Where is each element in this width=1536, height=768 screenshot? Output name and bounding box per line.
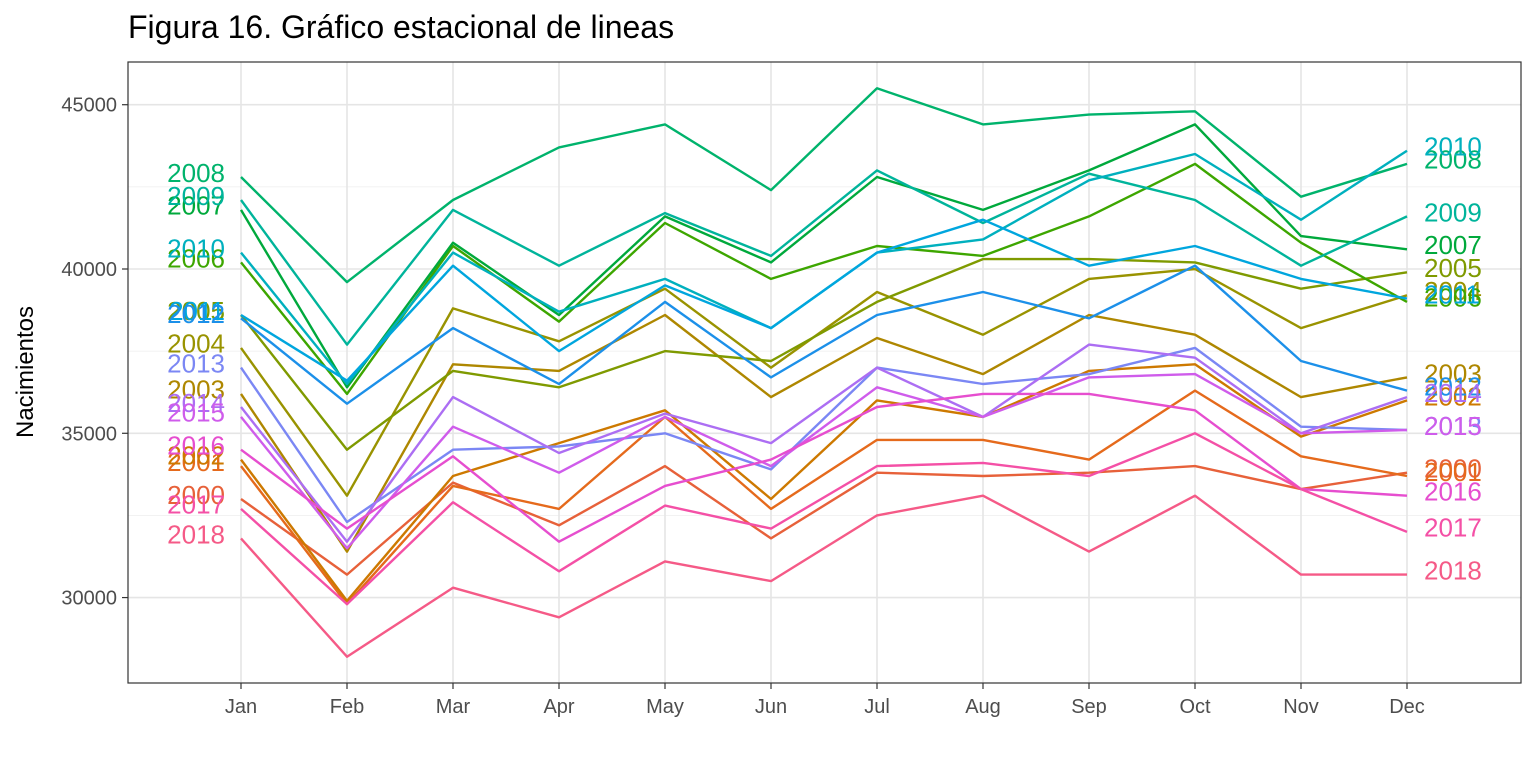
series-label-left-2011: 2011 (169, 296, 225, 326)
series-label-left-2013: 2013 (167, 348, 225, 378)
series-line-2002 (240, 363, 1408, 603)
series-line-2018 (240, 494, 1407, 658)
series-line-2010 (240, 149, 1408, 386)
x-tick-label: Jul (864, 696, 890, 718)
x-tick-label: Sep (1071, 696, 1107, 718)
series-label-left-2010: 2010 (167, 233, 225, 263)
series-label-left-2018: 2018 (167, 519, 225, 549)
axes: 30000 35000 40000 45000 Jan Feb Mar Apr May Jun Ju… (61, 95, 1424, 718)
series-label-right-2016: 2016 (1424, 477, 1482, 507)
series-line-2016 (240, 392, 1408, 543)
series-label-left-2009: 2009 (167, 181, 225, 211)
x-tick-label: Nov (1283, 696, 1319, 718)
series-line-2009 (240, 169, 1408, 346)
series-label-right-2012: 2012 (1424, 371, 1482, 401)
series-label-left-2017: 2017 (167, 490, 225, 520)
series-label-right-2009: 2009 (1424, 197, 1482, 227)
series-label-right-2007: 2007 (1424, 230, 1482, 260)
series-label-right-2014: 2014 (1424, 378, 1482, 408)
x-tick-label: Apr (543, 696, 574, 718)
series-line-2001 (240, 389, 1408, 606)
x-tick-label: Jun (755, 696, 787, 718)
series-line-2013 (240, 346, 1408, 524)
series-lines (239, 87, 1408, 658)
x-tick-label: Mar (436, 696, 471, 718)
series-label-left-2005: 2005 (167, 296, 225, 326)
series-label-left-2007: 2007 (167, 191, 225, 221)
series-label-right-2001: 2001 (1424, 457, 1482, 487)
y-tick-label: 40000 (61, 259, 117, 281)
series-label-left-2015: 2015 (167, 398, 225, 428)
series-label-left-2004: 2004 (167, 329, 225, 359)
x-tick-label: May (646, 696, 684, 718)
series-label-left-2002: 2002 (167, 440, 225, 470)
series-line-2008 (240, 87, 1408, 284)
series-line-2003 (240, 313, 1408, 553)
series-label-right-2005: 2005 (1424, 253, 1482, 283)
series-label-left-2003: 2003 (167, 375, 225, 405)
series-label-right-2002: 2002 (1424, 381, 1482, 411)
series-line-2007 (239, 123, 1408, 389)
series-label-right-2004: 2004 (1424, 276, 1482, 306)
series-label-left-2016: 2016 (167, 431, 225, 461)
series-line-2015 (240, 372, 1408, 550)
series-line-2011 (240, 218, 1408, 382)
series-label-left-2014: 2014 (167, 388, 225, 418)
series-line-2006 (240, 162, 1408, 396)
series-label-left-2012: 2012 (167, 299, 225, 329)
series-label-left-2006: 2006 (167, 243, 225, 273)
x-tick-label: Feb (330, 696, 364, 718)
series-label-right-2000: 2000 (1424, 454, 1482, 484)
series-line-2017 (240, 432, 1408, 606)
series-label-right-2003: 2003 (1424, 358, 1482, 388)
series-label-right-2008: 2008 (1424, 145, 1482, 175)
series-line-2014 (240, 343, 1408, 543)
series-label-right-2018: 2018 (1424, 555, 1482, 585)
plot-panel-border (127, 61, 1522, 684)
y-tick-label: 45000 (61, 95, 117, 117)
x-tick-label: Oct (1179, 696, 1211, 718)
y-tick-label: 30000 (61, 588, 117, 610)
x-tick-label: Dec (1389, 696, 1425, 718)
series-label-right-2013: 2013 (1424, 411, 1482, 441)
x-tick-label: Jan (225, 696, 257, 718)
y-axis-label: Nacimientos (12, 306, 39, 438)
x-tick-label: Aug (965, 696, 1001, 718)
series-label-right-2011: 2011 (1424, 279, 1480, 309)
series-line-2004 (240, 267, 1408, 497)
series-label-right-2010: 2010 (1424, 132, 1482, 162)
series-label-right-2017: 2017 (1424, 513, 1482, 543)
series-label-left-2001: 2001 (167, 447, 225, 477)
series-line-2005 (240, 257, 1408, 451)
series-label-left-2008: 2008 (167, 158, 225, 188)
y-tick-label: 35000 (61, 423, 117, 445)
series-label-right-2015: 2015 (1424, 411, 1482, 441)
series-label-right-2006: 2006 (1424, 283, 1482, 313)
series-line-2012 (240, 264, 1408, 405)
series-label-left-2000: 2000 (167, 480, 225, 510)
chart-title: Figura 16. Gráfico estacional de lineas (128, 9, 674, 45)
